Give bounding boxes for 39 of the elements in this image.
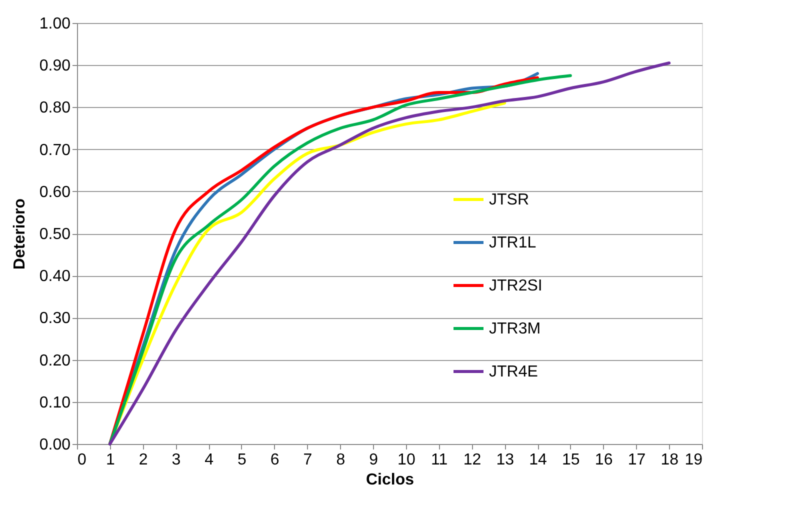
x-tick-label: 9 (369, 452, 378, 468)
y-tick-label: 1.00 (39, 16, 71, 32)
x-tick-label: 12 (463, 452, 482, 468)
y-tick-label: 0.10 (39, 394, 71, 412)
x-tick-label: 10 (398, 452, 416, 468)
y-tick-label: 0.30 (39, 310, 71, 328)
legend-label: JTR1L (489, 234, 536, 252)
x-tick-label: 8 (336, 452, 346, 468)
x-tick-label: 2 (138, 452, 148, 468)
y-tick-label: 0.00 (39, 436, 71, 454)
y-axis-title: Deterioro (11, 198, 28, 270)
x-tick-label: 11 (431, 452, 448, 468)
x-tick-label: 15 (562, 452, 580, 468)
legend-label: JTR4E (489, 363, 538, 380)
y-tick-label: 0.20 (39, 352, 71, 370)
x-tick-label: 6 (270, 452, 280, 468)
x-tick-label: 3 (172, 452, 181, 468)
x-axis-title: Ciclos (366, 472, 414, 488)
legend-label: JTSR (489, 191, 529, 208)
x-tick-label: 13 (496, 452, 514, 468)
x-tick-label: 5 (238, 452, 247, 468)
x-tick-label: 14 (529, 452, 548, 468)
x-tick-label: 19 (684, 452, 703, 468)
y-tick-label: 0.60 (39, 184, 71, 201)
y-tick-label: 0.90 (39, 58, 71, 75)
line-series (108, 61, 671, 446)
y-tick-label: 0.70 (39, 142, 71, 159)
x-tick-label: 16 (594, 452, 613, 468)
y-tick-label: 0.50 (39, 226, 71, 243)
x-tick-label: 4 (204, 452, 214, 468)
x-tick-label: 7 (303, 452, 312, 468)
x-tick-label: 0 (78, 452, 86, 468)
x-tick-label: 17 (628, 452, 646, 468)
legend-label: JTR3M (489, 320, 541, 338)
x-tick-label: 18 (660, 452, 679, 468)
y-tick-label: 0.80 (39, 100, 71, 117)
y-tick-label: 0.40 (39, 268, 71, 286)
legend-label: JTR2SI (489, 277, 542, 294)
x-tick-label: 1 (106, 452, 115, 468)
